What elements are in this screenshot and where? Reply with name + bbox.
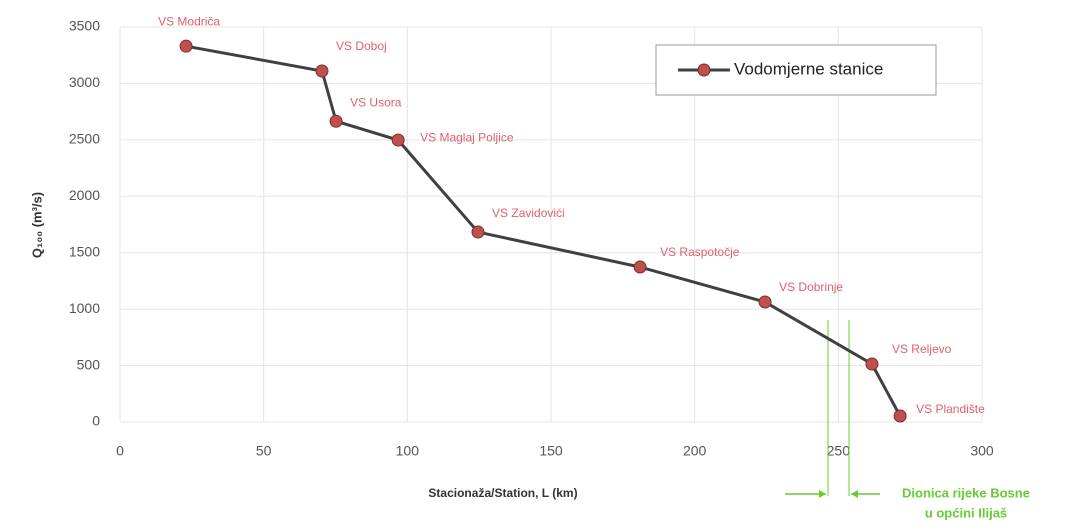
x-tick-label: 300 [970,443,994,459]
x-tick-label: 100 [396,443,420,459]
x-tick-label: 150 [539,443,563,459]
data-point [893,409,907,423]
data-point [391,133,405,147]
point-label: VS Zavidovići [492,206,565,220]
y-tick-label: 1500 [69,243,100,259]
y-tick-label: 0 [92,413,100,429]
x-tick-label: 200 [683,443,707,459]
x-tick-label: 0 [116,443,124,459]
point-label: VS Doboj [336,39,387,53]
y-tick-label: 2500 [69,131,100,147]
data-point [329,114,343,128]
region-arrowhead [819,490,826,498]
annotation: u općini Ilijaš [925,505,1007,520]
point-label: VS Modriča [158,14,220,28]
data-point [758,295,772,309]
y-tick-label: 500 [77,356,101,372]
legend-marker [697,63,711,77]
data-point [471,225,485,239]
point-label: VS Usora [350,95,402,109]
x-axis-label: Stacionaža/Station, L (km) [428,486,577,500]
annotation: Dionica rijeke Bosne [902,485,1030,500]
point-label: VS Reljevo [892,342,952,356]
y-tick-label: 3500 [69,18,100,34]
data-point [315,64,329,78]
region-arrowhead [851,490,858,498]
point-label: VS Raspotočje [660,245,740,259]
data-point [865,357,879,371]
y-axis-label: Q₁₀₀ (m³/s) [29,192,44,258]
data-point [179,39,193,53]
point-label: VS Maglaj Poljice [420,130,514,144]
y-tick-label: 1000 [69,300,100,316]
x-tick-label: 50 [256,443,272,459]
x-tick-label: 250 [827,443,851,459]
point-label: VS Plandište [916,402,985,416]
y-tick-label: 2000 [69,187,100,203]
point-label: VS Dobrinje [779,280,843,294]
legend-label: Vodomjerne stanice [734,59,883,78]
y-tick-label: 3000 [69,74,100,90]
data-point [633,260,647,274]
